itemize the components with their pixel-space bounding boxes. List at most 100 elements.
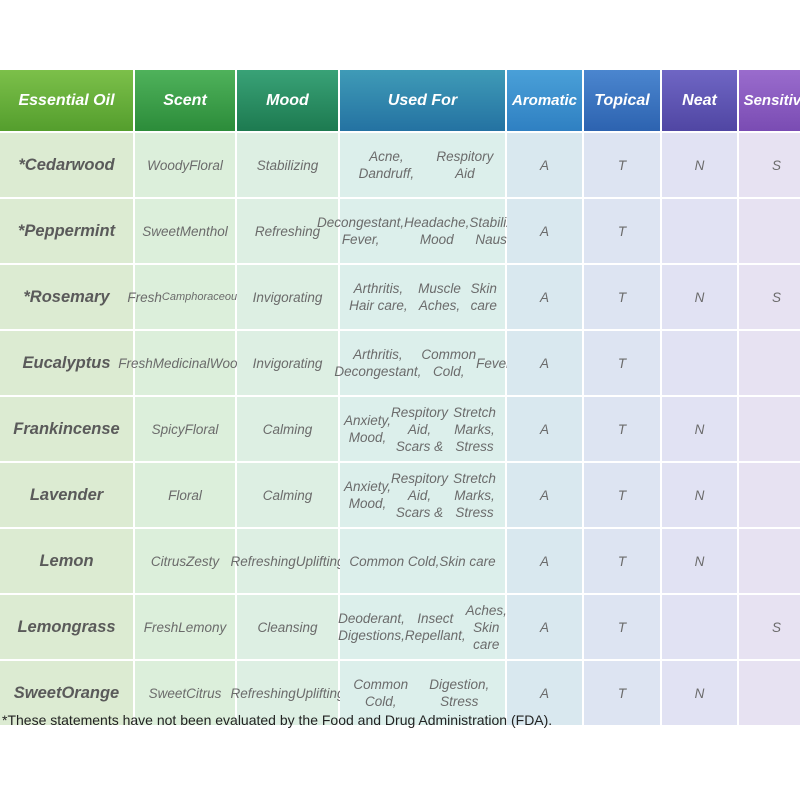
sensitive-cell (739, 529, 800, 593)
scent-cell: Woody Floral (135, 133, 235, 197)
cell-line: Sweet (13, 683, 62, 702)
used-for-cell: Anxiety, Mood, Respitory Aid, Scars & Stre… (340, 397, 505, 461)
topical-cell: T (584, 265, 660, 329)
scent-cell: Fresh Lemony (135, 595, 235, 659)
cell-line: Deoderant, Digestions, (338, 611, 405, 643)
neat-cell: N (662, 463, 737, 527)
cell-line: Citrus (186, 685, 222, 701)
cell-line: Refreshing (230, 685, 296, 701)
cell-line: *Cedarwood (18, 155, 115, 174)
aromatic-cell: A (507, 199, 582, 263)
aromatic-cell: A (507, 463, 582, 527)
used-for-cell: Acne, Dandruff, Respitory Aid (340, 133, 505, 197)
cell-line: Fever (476, 355, 511, 371)
aromatic-cell: A (507, 331, 582, 395)
essential-oil-table: Essential Oil Scent Mood Used For Aromat… (0, 70, 800, 725)
used-for-cell: Common Cold, Skin care (340, 529, 505, 593)
aromatic-cell: A (507, 133, 582, 197)
cell-line: Menthol (179, 223, 228, 239)
cell-line: Insect Repellant, (404, 611, 466, 643)
used-for-cell: Common Cold, Digestion, Stress (340, 661, 505, 725)
neat-cell (662, 595, 737, 659)
header-used-for: Used For (340, 70, 505, 131)
cell-line: Zesty (186, 553, 220, 569)
neat-cell: N (662, 529, 737, 593)
sensitive-cell (739, 463, 800, 527)
cell-line: Fresh (127, 289, 162, 305)
cell-line: Sweet (148, 685, 187, 701)
neat-cell: N (662, 661, 737, 725)
neat-cell (662, 199, 737, 263)
sensitive-cell (739, 331, 800, 395)
oil-name-cell: *Peppermint (0, 199, 133, 263)
sensitive-cell: S (739, 595, 800, 659)
scent-cell: Sweet Citrus (135, 661, 235, 725)
cell-line: Uplifting (295, 685, 345, 701)
cell-line: Arthritis, Decongestant, (334, 347, 422, 379)
used-for-cell: Deoderant, Digestions, Insect Repellant, A… (338, 595, 507, 659)
used-for-cell: Anxiety, Mood, Respitory Aid, Scars & Stre… (340, 463, 505, 527)
mood-cell: Refreshing (237, 199, 338, 263)
topical-cell: T (584, 529, 660, 593)
sensitive-cell (739, 661, 800, 725)
cell-line: Citrus (150, 553, 187, 569)
cell-line: Lemon (39, 551, 94, 570)
cell-line: Cleansing (257, 619, 318, 635)
cell-line: Eucalyptus (22, 353, 111, 372)
cell-line: Uplifting (295, 553, 345, 569)
mood-cell: Invigorating (237, 331, 338, 395)
oil-name-cell: Lemongrass (0, 595, 133, 659)
header-scent: Scent (135, 70, 235, 131)
cell-line: Stretch Marks, Stress (453, 470, 496, 520)
cell-line: Woody (147, 157, 190, 173)
mood-cell: Refreshing Uplifting (230, 529, 345, 593)
cell-line: Stabilizing (256, 157, 319, 173)
sensitive-cell (739, 397, 800, 461)
mood-cell: Stabilizing (237, 133, 338, 197)
cell-line: Lemony (178, 619, 227, 635)
aromatic-cell: A (507, 265, 582, 329)
aromatic-cell: A (507, 595, 582, 659)
aromatic-cell: A (507, 397, 582, 461)
cell-line: Fresh (118, 355, 153, 371)
scent-cell: Citrus Zesty (135, 529, 235, 593)
cell-line: Orange (61, 683, 120, 702)
topical-cell: T (584, 463, 660, 527)
used-for-cell: Arthritis, Decongestant, Common Cold, Feve… (334, 331, 511, 395)
topical-cell: T (584, 199, 660, 263)
neat-cell: N (662, 265, 737, 329)
cell-line: Common Cold, (353, 677, 409, 709)
cell-line: Calming (262, 421, 313, 437)
cell-line: Respitory Aid, Scars & (391, 404, 449, 454)
fda-footnote: *These statements have not been evaluate… (2, 712, 553, 728)
cell-line: *Rosemary (23, 287, 110, 306)
mood-cell: Calming (237, 463, 338, 527)
oil-name-cell: Frankincense (0, 397, 133, 461)
topical-cell: T (584, 397, 660, 461)
cell-line: Refreshing (230, 553, 296, 569)
header-neat: Neat (662, 70, 737, 131)
cell-line: Invigorating (252, 289, 323, 305)
cell-line: Digestion, Stress (429, 677, 490, 709)
aromatic-cell: A (507, 529, 582, 593)
header-essential-oil: Essential Oil (0, 70, 133, 131)
cell-line: Camphoraceous (161, 290, 243, 303)
cell-line: Sweet (142, 223, 180, 239)
cell-line: Acne, Dandruff, (358, 149, 415, 181)
cell-line: Skin care (470, 281, 497, 313)
aromatic-cell: A (507, 661, 582, 725)
cell-line: Lavender (29, 485, 104, 504)
oil-name-cell: Lemon (0, 529, 133, 593)
sensitive-cell: S (739, 265, 800, 329)
neat-cell: N (662, 397, 737, 461)
sensitive-cell: S (739, 133, 800, 197)
oil-name-cell: *Cedarwood (0, 133, 133, 197)
cell-line: Skin care (439, 553, 496, 569)
cell-line: Floral (189, 157, 223, 173)
header-topical: Topical (584, 70, 660, 131)
cell-line: Invigorating (252, 355, 323, 371)
cell-line: Stretch Marks, Stress (453, 404, 496, 454)
used-for-cell: Decongestant, Fever, Headache, Mood Stabil… (317, 199, 528, 263)
oil-name-cell: Sweet Orange (0, 661, 133, 725)
used-for-cell: Arthritis, Hair care, Muscle Aches, Skin c… (340, 265, 505, 329)
